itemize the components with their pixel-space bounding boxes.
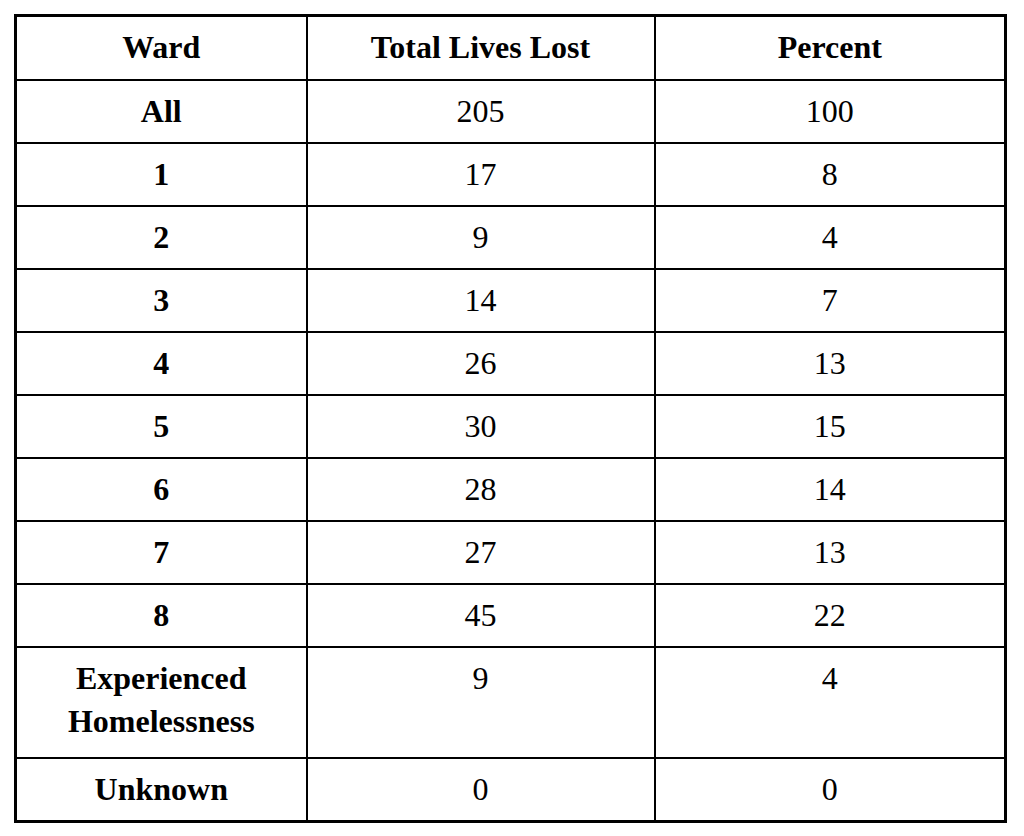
column-header-total-lives-lost: Total Lives Lost [307,16,655,80]
ward-cell: 7 [16,521,307,584]
percent-cell: 13 [655,332,1006,395]
total-lives-lost-cell: 9 [307,206,655,269]
table-row: 53015 [16,395,1006,458]
ward-cell: 3 [16,269,307,332]
percent-cell: 13 [655,521,1006,584]
ward-cell: 8 [16,584,307,647]
table-row: Unknown00 [16,758,1006,822]
table-row: 84522 [16,584,1006,647]
total-lives-lost-cell: 17 [307,143,655,206]
total-lives-lost-cell: 30 [307,395,655,458]
table-row: All205100 [16,80,1006,143]
table-row: 62814 [16,458,1006,521]
ward-cell: Experienced Homelessness [16,647,307,758]
total-lives-lost-cell: 9 [307,647,655,758]
percent-cell: 7 [655,269,1006,332]
percent-cell: 4 [655,206,1006,269]
ward-cell: All [16,80,307,143]
percent-cell: 8 [655,143,1006,206]
table-body: All2051001178294314742613530156281472713… [16,80,1006,822]
table-row: 3147 [16,269,1006,332]
percent-cell: 100 [655,80,1006,143]
percent-cell: 0 [655,758,1006,822]
percent-cell: 4 [655,647,1006,758]
ward-cell: 2 [16,206,307,269]
total-lives-lost-cell: 205 [307,80,655,143]
percent-cell: 14 [655,458,1006,521]
total-lives-lost-cell: 45 [307,584,655,647]
table-header-row: Ward Total Lives Lost Percent [16,16,1006,80]
total-lives-lost-cell: 28 [307,458,655,521]
table-row: 72713 [16,521,1006,584]
ward-cell: 1 [16,143,307,206]
table-row: 294 [16,206,1006,269]
total-lives-lost-cell: 0 [307,758,655,822]
table-header: Ward Total Lives Lost Percent [16,16,1006,80]
column-header-ward: Ward [16,16,307,80]
percent-cell: 15 [655,395,1006,458]
total-lives-lost-cell: 26 [307,332,655,395]
ward-cell: 6 [16,458,307,521]
ward-cell: 5 [16,395,307,458]
ward-cell: 4 [16,332,307,395]
table-row: Experienced Homelessness94 [16,647,1006,758]
percent-cell: 22 [655,584,1006,647]
table-row: 42613 [16,332,1006,395]
ward-cell: Unknown [16,758,307,822]
total-lives-lost-cell: 27 [307,521,655,584]
ward-lives-lost-table: Ward Total Lives Lost Percent All2051001… [14,14,1007,823]
total-lives-lost-cell: 14 [307,269,655,332]
document-page: Ward Total Lives Lost Percent All2051001… [0,0,1024,836]
table-row: 1178 [16,143,1006,206]
column-header-percent: Percent [655,16,1006,80]
